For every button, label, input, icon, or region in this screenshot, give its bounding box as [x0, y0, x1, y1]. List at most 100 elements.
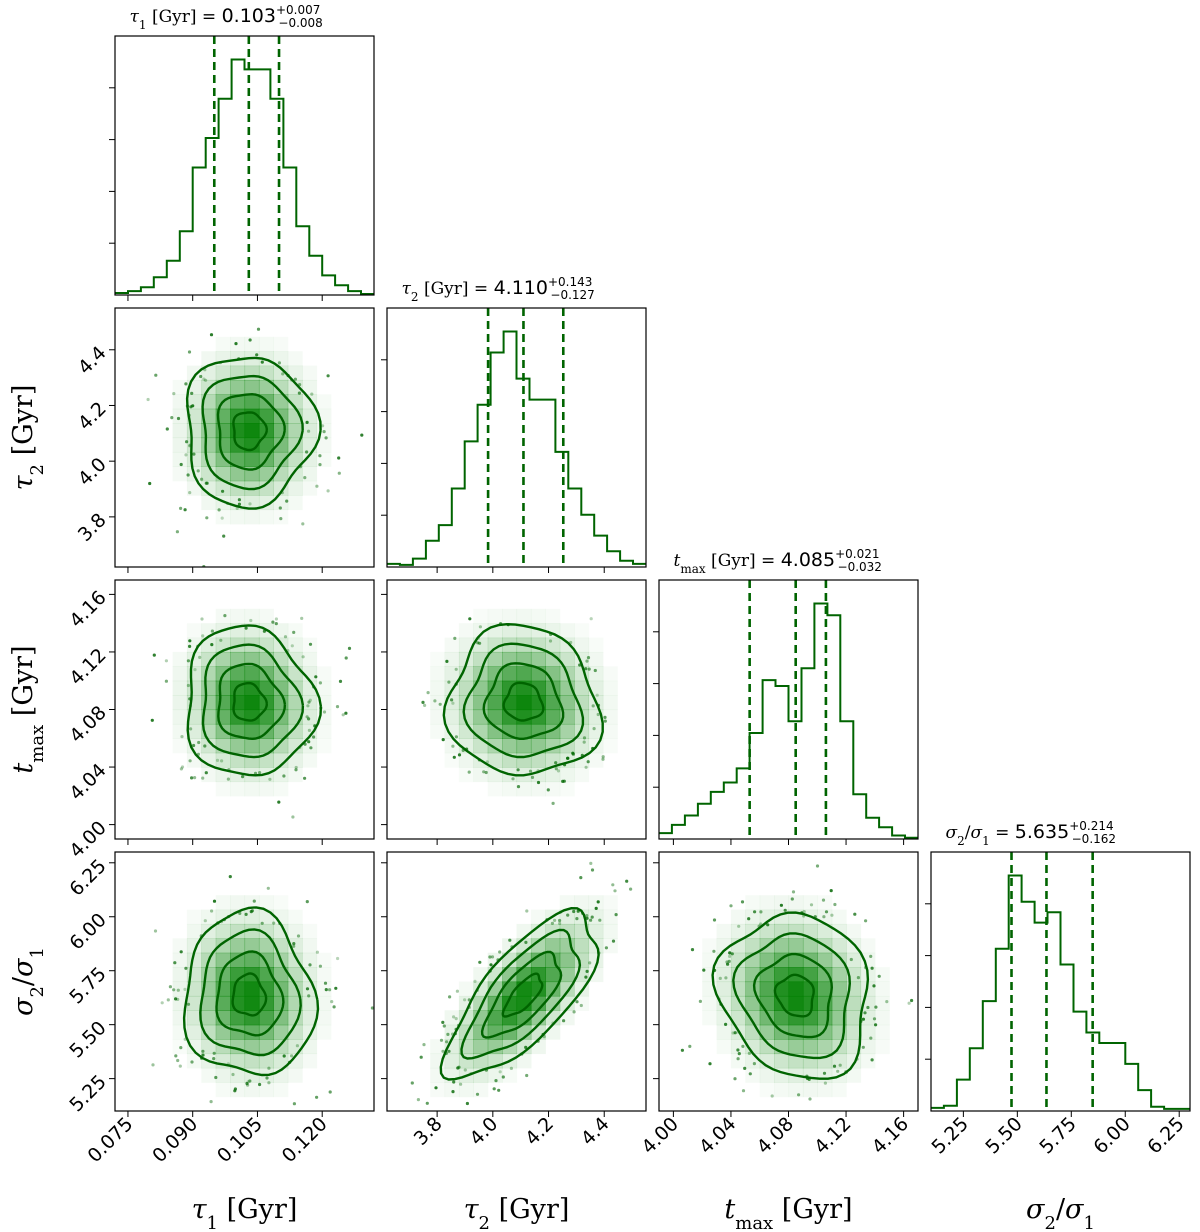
- x-tick-label: 4.00: [637, 1113, 682, 1158]
- density-cell: [215, 723, 231, 739]
- contour-1sigma: [232, 681, 268, 722]
- density-cell: [603, 738, 618, 753]
- scatter-point: [192, 743, 196, 748]
- density-cell: [602, 709, 618, 725]
- scatter-point: [575, 1000, 579, 1004]
- y-tick-label: 4.00: [65, 817, 110, 862]
- contour-2sigma: [217, 662, 287, 741]
- scatter-point: [589, 861, 593, 866]
- density-cell: [273, 480, 289, 496]
- scatter-point: [308, 698, 312, 702]
- density-cell: [287, 451, 303, 467]
- density-cell: [273, 1082, 288, 1097]
- density-cell: [716, 923, 732, 939]
- scatter-point: [318, 454, 322, 458]
- density-cell: [502, 608, 518, 624]
- density-cell: [201, 738, 217, 754]
- scatter-point: [426, 691, 430, 695]
- scatter-point: [308, 963, 312, 967]
- density-cell: [230, 1067, 246, 1083]
- y-tick-label: 5.75: [65, 963, 110, 1008]
- contour-1sigma: [501, 972, 544, 1018]
- density-cell: [201, 1010, 217, 1026]
- scatter-point: [183, 508, 187, 512]
- scatter-point: [872, 984, 876, 988]
- density-cell: [302, 651, 318, 667]
- contour-3sigma: [462, 642, 585, 759]
- density-cell: [530, 752, 546, 768]
- scatter-point: [228, 875, 232, 879]
- density-cell: [444, 723, 460, 739]
- scatter-point: [176, 416, 181, 421]
- scatter-point: [728, 951, 732, 955]
- density-cell: [258, 923, 274, 939]
- density-cell: [444, 651, 460, 667]
- scatter-point: [447, 1049, 451, 1053]
- scatter-point: [309, 746, 313, 750]
- scatter-point: [730, 952, 734, 956]
- scatter-point: [463, 1068, 467, 1072]
- density-cell: [574, 695, 590, 711]
- scatter-point: [214, 1075, 218, 1080]
- scatter-point: [489, 963, 493, 967]
- density-cell: [574, 623, 589, 638]
- scatter-point: [571, 751, 575, 755]
- scatter-point: [579, 876, 583, 880]
- scatter-point: [277, 361, 281, 365]
- density-cell: [201, 423, 217, 439]
- scatter-point: [148, 481, 152, 486]
- scatter-point: [728, 954, 732, 959]
- scatter-point: [212, 1057, 216, 1061]
- density-cell: [473, 1082, 489, 1098]
- contour-4sigma: [442, 622, 604, 777]
- density-cell: [788, 1039, 804, 1055]
- scatter-point: [170, 416, 174, 420]
- density-cell: [831, 981, 847, 997]
- density-cell: [802, 1067, 818, 1083]
- scatter-point: [613, 889, 617, 893]
- hist-title-tau1: τ1 [Gyr] = 0.103+0.007 −0.008: [130, 3, 323, 32]
- density-cell: [530, 608, 546, 624]
- scatter-point: [838, 1063, 842, 1067]
- panel-2d-tau2-sigma_ratio: [381, 851, 647, 1117]
- density-cell: [802, 1010, 818, 1026]
- scatter-point: [237, 498, 241, 502]
- density-cell: [487, 1067, 503, 1083]
- density-cell: [874, 1024, 890, 1040]
- scatter-point: [180, 735, 184, 739]
- scatter-point: [186, 473, 190, 477]
- scatter-point: [175, 530, 179, 534]
- density-cell: [201, 351, 217, 367]
- density-cell: [516, 723, 532, 739]
- scatter-point: [307, 717, 311, 721]
- scatter-point: [740, 900, 745, 904]
- scatter-point: [203, 744, 207, 748]
- density-cell: [530, 680, 546, 696]
- contour-1sigma: [231, 972, 268, 1017]
- density-cell: [287, 738, 303, 754]
- scatter-point: [152, 653, 156, 657]
- scatter-point: [809, 903, 814, 907]
- scatter-point: [277, 800, 281, 804]
- density-cell: [172, 666, 188, 682]
- density-cell: [745, 981, 761, 997]
- panel-content: [421, 608, 618, 806]
- scatter-point: [459, 1082, 463, 1086]
- density-cell: [302, 723, 318, 739]
- density-cell: [230, 608, 246, 624]
- scatter-point: [323, 981, 328, 985]
- scatter-point: [821, 898, 826, 902]
- density-cell: [244, 336, 260, 352]
- histogram-step: [387, 330, 646, 566]
- scatter-point: [508, 938, 512, 942]
- scatter-point: [584, 765, 588, 769]
- density-cell: [502, 623, 518, 639]
- density-cell: [716, 981, 732, 997]
- density-cell: [186, 423, 202, 439]
- density-cell: [172, 408, 188, 424]
- density-cell: [273, 351, 289, 367]
- density-cell: [545, 651, 561, 667]
- density-cell: [302, 408, 318, 424]
- scatter-point: [220, 516, 224, 520]
- y-tick-label: 4.04: [65, 759, 110, 804]
